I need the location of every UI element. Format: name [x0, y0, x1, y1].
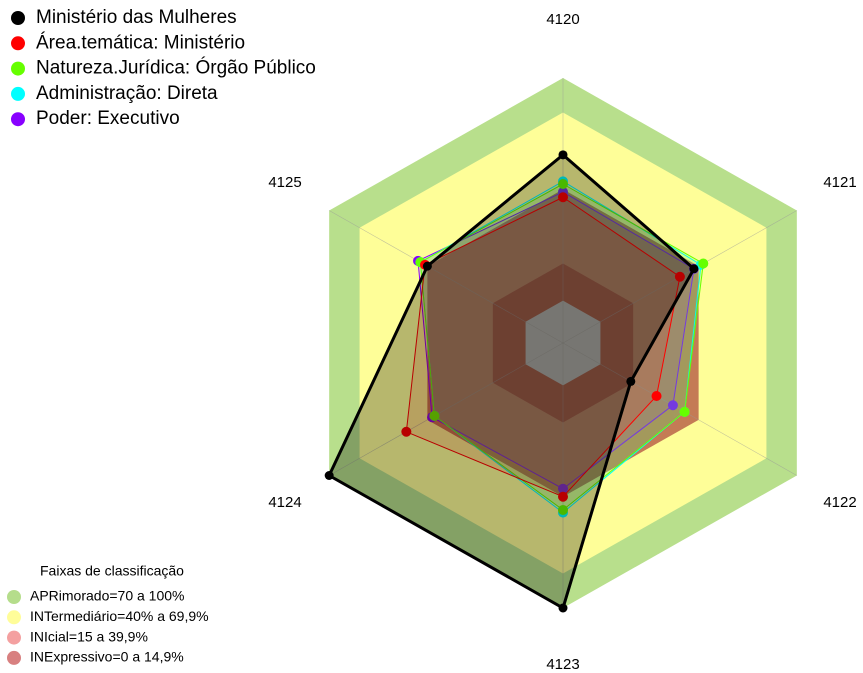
series-point: [558, 603, 568, 613]
band-legend-title: Faixas de classificação: [40, 563, 184, 579]
legend-label: Ministério das Mulheres: [36, 7, 237, 28]
spoke: [329, 342, 564, 476]
spoke: [562, 342, 797, 476]
band-legend-label: INExpressivo=0 a 14,9%: [30, 649, 184, 665]
series-point: [324, 471, 334, 480]
legend-label: Área.temática: Ministério: [36, 32, 245, 53]
series-point: [667, 400, 678, 411]
series-point: [558, 150, 568, 160]
legend-marker: [11, 11, 25, 25]
series-point: [689, 264, 699, 274]
legend-marker: [11, 112, 25, 127]
series-point: [558, 491, 568, 502]
axis-label: 4124: [268, 494, 301, 511]
series-point: [698, 258, 709, 269]
series-point: [422, 261, 432, 271]
axis-label: 4121: [823, 174, 856, 191]
band-legend-marker: [7, 650, 21, 665]
series-point: [558, 192, 568, 203]
axis-label: 4123: [546, 656, 579, 673]
band-legend-marker: [7, 590, 21, 604]
series-point: [558, 483, 568, 494]
series-point: [674, 271, 685, 282]
series-point: [401, 426, 412, 437]
axis-label: 4125: [268, 174, 301, 191]
series-point: [679, 406, 690, 417]
legend-marker: [11, 36, 25, 51]
axis-label: 4120: [546, 11, 579, 28]
band-legend-label: APRimorado=70 a 100%: [30, 588, 185, 604]
legend-marker: [11, 86, 25, 101]
band-legend-label: INIcial=15 a 39,9%: [30, 628, 148, 644]
axis-label: 4122: [823, 494, 856, 511]
series-point: [558, 179, 568, 189]
legend-marker: [11, 61, 25, 76]
series-point: [429, 410, 440, 421]
series-point: [651, 391, 662, 401]
spoke: [329, 210, 564, 344]
band-legend-marker: [7, 610, 21, 625]
series-point: [626, 376, 636, 386]
series-point: [558, 504, 568, 515]
legend-label: Administração: Direta: [36, 83, 218, 104]
band-legend-marker: [7, 630, 21, 645]
band-legend-label: INTermediário=40% a 69,9%: [30, 608, 209, 624]
legend-label: Natureza.Jurídica: Órgão Público: [36, 57, 316, 79]
legend-label: Poder: Executivo: [36, 108, 180, 129]
